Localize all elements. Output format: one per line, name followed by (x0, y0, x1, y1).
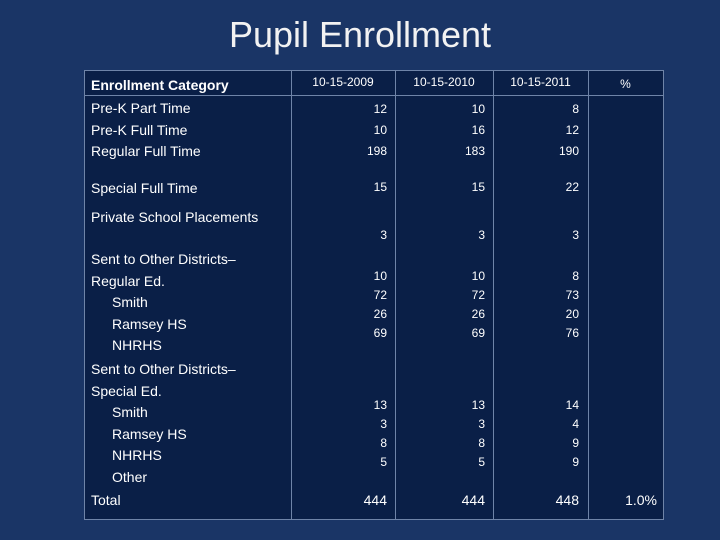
column-divider (588, 71, 589, 519)
value-cell: 4 (572, 417, 579, 431)
value-cell: 69 (373, 326, 387, 340)
value-cell: 183 (464, 144, 485, 158)
category-group-regular-ed: Sent to Other Districts– Regular Ed. Smi… (91, 249, 236, 357)
enrollment-table: Enrollment Category 10-15-2009 10-15-201… (84, 70, 664, 520)
value-cell: 12 (373, 102, 387, 116)
value-cell: 190 (558, 144, 579, 158)
value-cell: 3 (572, 228, 579, 242)
value-cell: 8 (572, 269, 579, 283)
category-label: Regular Ed. (91, 272, 165, 289)
header-category: Enrollment Category (91, 77, 229, 93)
value-cell: 14 (565, 398, 579, 412)
values-2010: 10 16 183 (395, 99, 485, 162)
category-label: Smith (112, 404, 148, 420)
total-percent: 1.0% (625, 492, 657, 508)
total-2009: 444 (363, 492, 387, 508)
value-cell: 72 (373, 288, 387, 302)
column-divider (395, 71, 396, 519)
value-cell: 26 (471, 307, 485, 321)
column-divider (493, 71, 494, 519)
value-cell: 8 (478, 436, 485, 450)
values-2009: 13 3 8 5 (291, 396, 387, 472)
value-cell: 3 (380, 417, 387, 431)
value-cell: 15 (471, 180, 485, 194)
value-cell: 3 (478, 228, 485, 242)
category-label: Ramsey HS (112, 315, 187, 332)
value-cell: 198 (366, 144, 387, 158)
header-percent: % (620, 77, 631, 91)
value-cell: 20 (565, 307, 579, 321)
value-cell: 5 (478, 455, 485, 469)
category-label: NHRHS (112, 337, 162, 353)
column-divider (291, 71, 292, 519)
value-cell: 73 (565, 288, 579, 302)
slide-title: Pupil Enrollment (228, 14, 492, 55)
value-cell: 9 (572, 436, 579, 450)
value-cell: 26 (373, 307, 387, 321)
header-2009: 10-15-2009 (312, 75, 374, 89)
value-cell: 16 (471, 123, 485, 137)
category-label: Sent to Other Districts– (91, 361, 236, 377)
total-2011: 448 (555, 492, 579, 508)
category-group-prek: Pre-K Part Time Pre-K Full Time Regular … (91, 98, 201, 163)
category-group-special-ed: Sent to Other Districts– Special Ed. Smi… (91, 359, 236, 488)
value-cell: 10 (373, 123, 387, 137)
values-2009: 10 72 26 69 (291, 267, 387, 343)
values-2009: 12 10 198 (291, 99, 387, 162)
value-cell: 76 (565, 326, 579, 340)
header-2011: 10-15-2011 (510, 75, 571, 89)
value-cell: 8 (572, 102, 579, 116)
category-label: Regular Full Time (91, 143, 201, 159)
value-cell: 22 (565, 180, 579, 194)
value-cell: 5 (380, 455, 387, 469)
values-2011: 8 12 190 (493, 99, 579, 162)
value-cell: 10 (471, 102, 485, 116)
value-cell: 13 (373, 398, 387, 412)
category-label: Ramsey HS (112, 425, 187, 442)
category-label: Other (112, 468, 148, 485)
values-2011: 8 73 20 76 (493, 267, 579, 343)
category-label: Special Full Time (91, 180, 198, 196)
total-label: Total (91, 492, 121, 508)
header-2010: 10-15-2010 (413, 75, 475, 89)
category-label: Sent to Other Districts– (91, 251, 236, 267)
values-2010: 13 3 8 5 (395, 396, 485, 472)
value-cell: 13 (471, 398, 485, 412)
values-2010: 10 72 26 69 (395, 267, 485, 343)
value-cell: 12 (565, 123, 579, 137)
value-cell: 9 (572, 455, 579, 469)
header-divider (85, 95, 663, 96)
value-cell: 8 (380, 436, 387, 450)
value-cell: 3 (380, 228, 387, 242)
total-2010: 444 (461, 492, 485, 508)
category-label: Pre-K Full Time (91, 121, 188, 138)
category-label: Pre-K Part Time (91, 100, 191, 116)
value-cell: 10 (471, 269, 485, 283)
category-label: NHRHS (112, 447, 162, 463)
values-2011: 14 4 9 9 (493, 396, 579, 472)
value-cell: 72 (471, 288, 485, 302)
value-cell: 10 (373, 269, 387, 283)
category-label: Smith (112, 294, 148, 310)
category-label: Private School Placements (91, 209, 259, 225)
category-label: Special Ed. (91, 382, 162, 399)
value-cell: 3 (478, 417, 485, 431)
value-cell: 69 (471, 326, 485, 340)
value-cell: 15 (373, 180, 387, 194)
